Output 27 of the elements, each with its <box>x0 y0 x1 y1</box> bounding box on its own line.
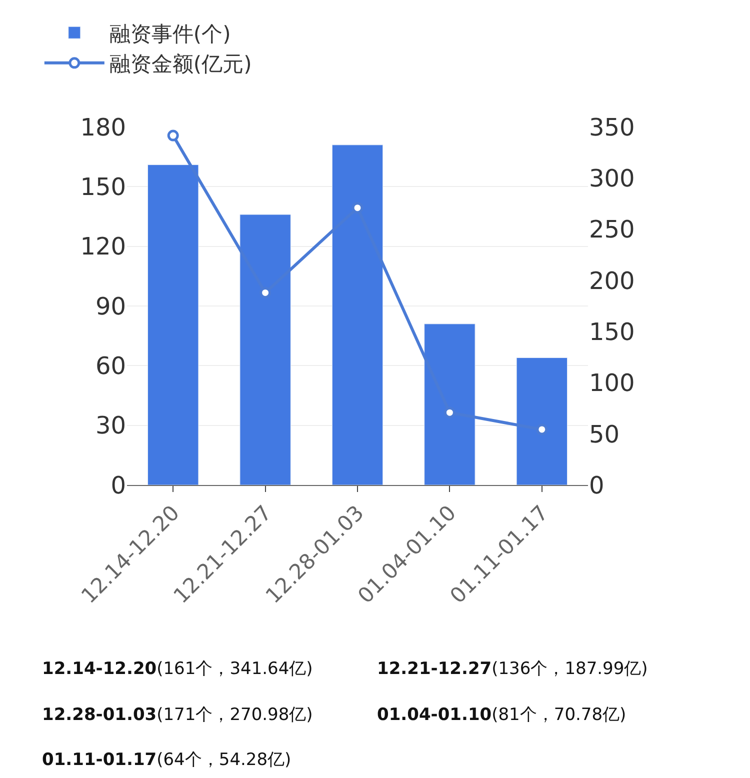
point <box>167 130 179 142</box>
y2-tick-label: 0 <box>589 471 604 500</box>
y2-tick-label: 100 <box>589 369 635 398</box>
y-tick-label: 0 <box>110 471 126 500</box>
y-tick-label: 90 <box>95 292 126 320</box>
legend-label: 融资金额(亿元) <box>109 52 252 76</box>
text: 12.14-12.20(161个，341.64亿) <box>42 659 313 679</box>
text: 12.28-01.03(171个，270.98亿) <box>42 705 313 725</box>
legend-label: 融资事件(个) <box>109 22 231 46</box>
y-tick-label: 30 <box>95 412 126 440</box>
y-tick-label: 180 <box>80 113 126 142</box>
text: 01.11-01.17(64个，54.28亿) <box>42 750 292 770</box>
text: 12.21-12.27(136个，187.99亿) <box>377 659 648 679</box>
y2-tick-label: 250 <box>589 216 635 244</box>
point <box>260 286 272 298</box>
text: 01.04-01.10(81个，70.78亿) <box>377 705 626 725</box>
y-tick-label: 120 <box>80 232 126 261</box>
point <box>444 406 456 418</box>
y2-tick-label: 300 <box>589 164 635 193</box>
point <box>536 424 548 436</box>
point <box>352 202 364 214</box>
y-tick-label: 150 <box>80 173 126 202</box>
y2-tick-label: 50 <box>589 420 620 448</box>
y2-tick-label: 200 <box>589 266 635 295</box>
y-tick-label: 60 <box>95 352 126 380</box>
y2-tick-label: 350 <box>589 113 635 142</box>
y2-tick-label: 150 <box>589 318 635 346</box>
